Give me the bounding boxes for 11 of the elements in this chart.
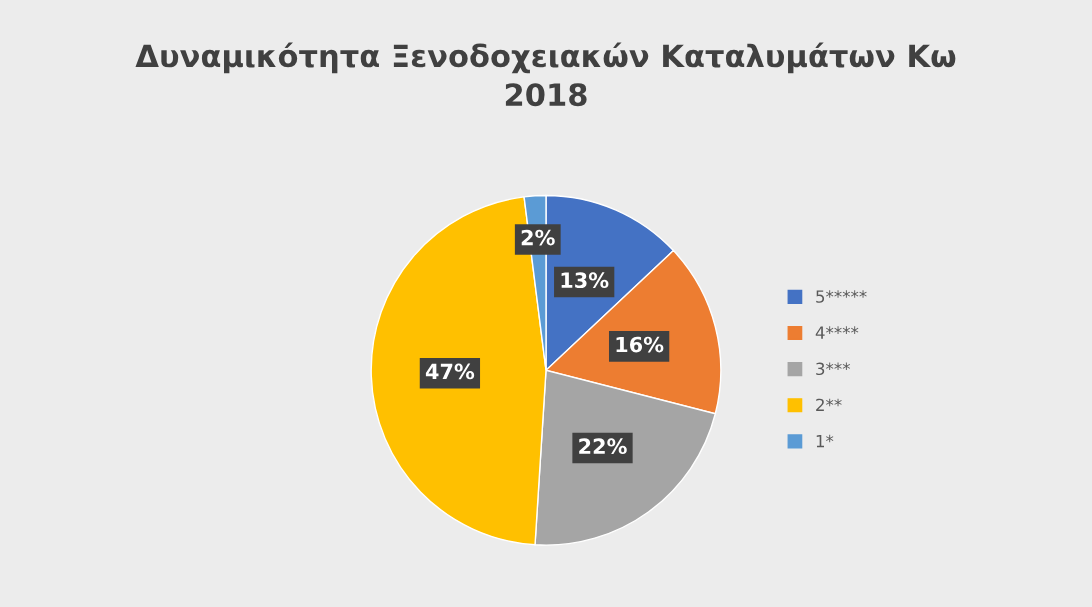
chart-title: Δυναμικότητα Ξενοδοχειακών Καταλυμάτων Κω 2018 (135, 42, 956, 107)
legend-label: 5***** (816, 290, 867, 303)
data-label: 22% (579, 438, 627, 455)
data-label: 47% (425, 363, 475, 380)
legend-label: 1* (816, 434, 834, 448)
data-label: 2% (521, 229, 555, 246)
legend-label: 4**** (815, 326, 859, 339)
data-label: 13% (561, 272, 609, 289)
legend-label: 3*** (816, 362, 851, 376)
legend-label: 2** (816, 398, 842, 411)
data-label: 16% (616, 336, 664, 353)
